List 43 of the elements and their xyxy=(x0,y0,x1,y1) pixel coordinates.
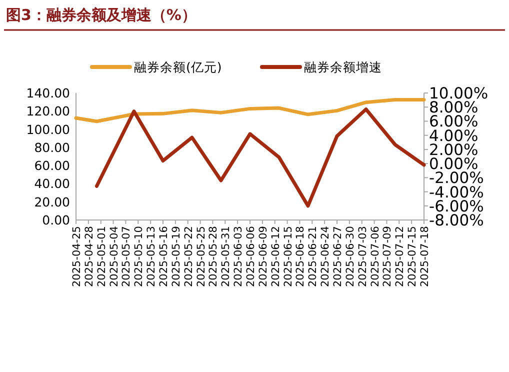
x-tick-label: 2025-05-25 xyxy=(195,226,208,288)
x-tick-label: 2025-06-27 xyxy=(332,226,344,288)
y2-tick-label: 10.00% xyxy=(429,84,488,102)
x-tick-label: 2025-05-28 xyxy=(208,226,220,288)
x-tick-label: 2025-04-28 xyxy=(83,226,96,288)
x-tick-label: 2025-06-15 xyxy=(282,226,294,288)
y-tick-label: 40.00 xyxy=(34,176,70,192)
x-tick-label: 2025-07-03 xyxy=(356,226,369,288)
x-tick-label: 2025-05-13 xyxy=(146,226,158,288)
x-tick-label: 2025-06-21 xyxy=(307,226,320,288)
y-tick-label: 60.00 xyxy=(34,158,70,174)
y-tick-label: 0.00 xyxy=(42,212,70,228)
x-tick-label: 2025-06-30 xyxy=(344,226,356,288)
x-tick-label: 2025-06-06 xyxy=(245,226,257,288)
y-tick-label: 20.00 xyxy=(34,194,70,210)
chart-title: 图3：融券余额及增速（%） xyxy=(6,6,196,24)
x-tick-label: 2025-05-04 xyxy=(108,226,120,288)
x-tick-label: 2025-06-12 xyxy=(270,226,282,288)
x-tick-label: 2025-06-09 xyxy=(257,226,270,288)
x-tick-label: 2025-06-18 xyxy=(294,226,307,288)
x-tick-label: 2025-05-19 xyxy=(170,226,182,288)
x-tick-label: 2025-07-12 xyxy=(394,226,406,288)
x-tick-label: 2025-05-10 xyxy=(133,226,146,288)
x-tick-label: 2025-07-15 xyxy=(406,226,419,288)
x-tick-label: 2025-05-07 xyxy=(120,226,133,288)
x-tick-label: 2025-07-06 xyxy=(369,226,382,288)
legend-label: 融券余额增速 xyxy=(304,60,382,74)
y-tick-label: 100.00 xyxy=(26,122,70,137)
x-tick-label: 2025-06-24 xyxy=(320,226,332,288)
x-tick-label: 2025-05-22 xyxy=(182,226,195,288)
x-tick-label: 2025-05-31 xyxy=(220,226,232,288)
x-tick-label: 2025-05-01 xyxy=(96,226,108,288)
legend-label: 融券余额(亿元) xyxy=(134,60,222,74)
y-tick-label: 80.00 xyxy=(34,140,70,155)
line-series xyxy=(94,107,426,208)
x-tick-label: 2025-07-18 xyxy=(419,226,431,288)
x-tick-label: 2025-04-25 xyxy=(71,226,83,288)
line-series xyxy=(74,98,426,124)
x-tick-label: 2025-06-03 xyxy=(232,226,245,288)
y-tick-label: 120.00 xyxy=(26,104,70,119)
x-tick-label: 2025-05-16 xyxy=(158,226,170,288)
y-tick-label: 140.00 xyxy=(26,86,70,100)
x-tick-label: 2025-07-09 xyxy=(382,226,394,288)
